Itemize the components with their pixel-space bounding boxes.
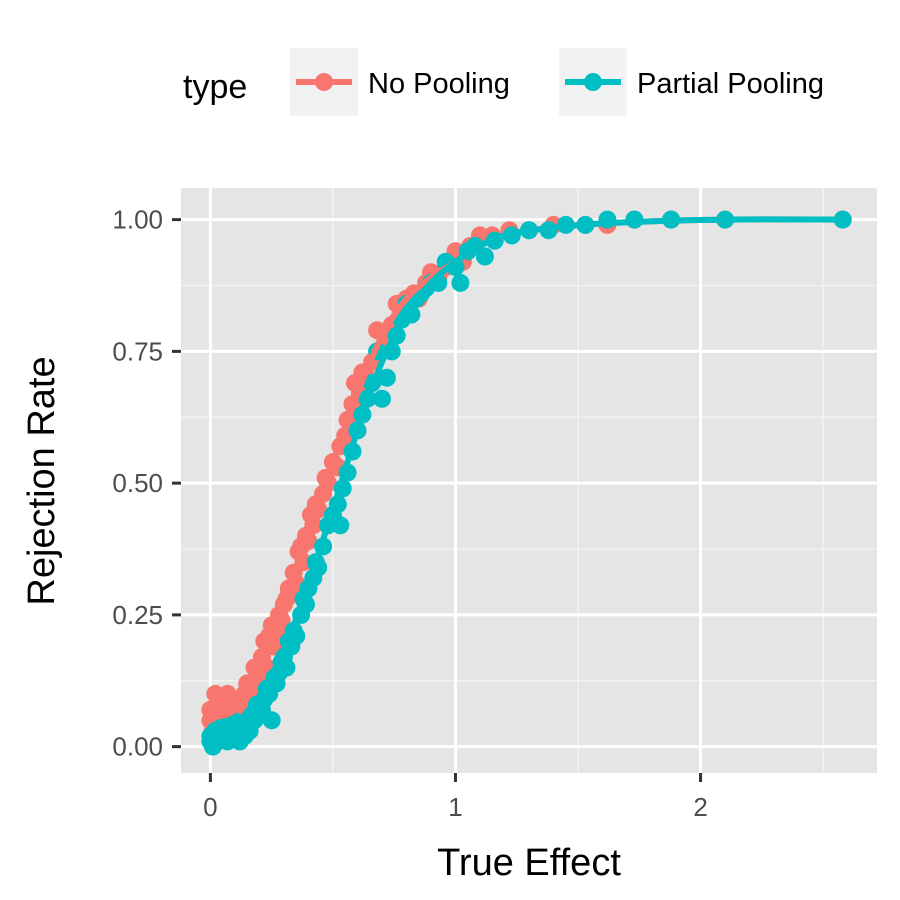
y-tick-label: 1.00 — [112, 205, 163, 235]
smooth-curve-partial-pooling — [207, 216, 846, 742]
grid-major — [181, 188, 877, 773]
point-partial-pooling — [331, 516, 350, 535]
x-axis-title: True Effect — [437, 842, 621, 884]
y-tick-label: 0.75 — [112, 336, 163, 366]
y-tick-label: 0.00 — [112, 732, 163, 762]
legend-label-partial-pooling: Partial Pooling — [637, 68, 824, 100]
grid-minor — [181, 188, 877, 773]
legend-label-no-pooling: No Pooling — [368, 68, 510, 100]
point-partial-pooling — [377, 368, 396, 387]
legend-title: type — [183, 68, 247, 106]
point-partial-pooling — [262, 711, 281, 730]
y-axis-title: Rejection Rate — [21, 356, 63, 605]
point-partial-pooling — [373, 389, 391, 408]
smooth-curves — [207, 216, 846, 742]
x-axis: 0 1 2 — [203, 773, 708, 822]
point-partial-pooling — [451, 273, 470, 292]
x-tick-label: 2 — [693, 792, 707, 822]
y-tick-label: 0.50 — [112, 468, 163, 498]
legend-key-dot-no-pooling — [315, 73, 333, 91]
legend: type No Pooling Partial Pooling — [183, 48, 824, 116]
y-tick-label: 0.25 — [112, 600, 163, 630]
legend-key-dot-partial-pooling — [584, 73, 602, 91]
x-tick-label: 1 — [448, 792, 462, 822]
x-tick-label: 0 — [203, 792, 217, 822]
point-partial-pooling — [475, 247, 494, 266]
y-axis: 0.00 0.25 0.50 0.75 1.00 — [112, 205, 181, 762]
